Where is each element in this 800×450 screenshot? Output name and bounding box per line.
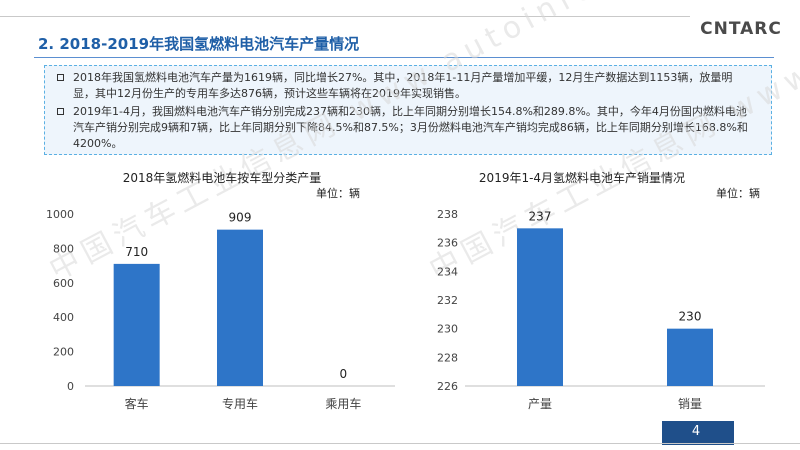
- x-tick-label: 产量: [528, 397, 552, 411]
- y-tick-label: 400: [53, 311, 74, 324]
- data-label: 909: [229, 211, 252, 225]
- bar: [517, 228, 563, 386]
- y-tick-label: 234: [437, 265, 458, 278]
- y-tick-label: 238: [437, 208, 458, 221]
- page-number: 4: [691, 424, 701, 439]
- x-tick-label: 乘用车: [325, 396, 361, 411]
- y-tick-label: 800: [53, 242, 74, 255]
- y-tick-label: 600: [53, 277, 74, 290]
- chart-unit-label: 单位：辆: [316, 186, 360, 200]
- bar: [113, 263, 160, 386]
- data-label: 710: [125, 245, 148, 259]
- y-tick-label: 236: [437, 237, 458, 250]
- title-divider: [34, 57, 774, 58]
- bar: [217, 229, 263, 386]
- y-tick-label: 200: [53, 346, 74, 359]
- section-title: 2. 2018-2019年我国氢燃料电池汽车产量情况: [38, 35, 360, 53]
- y-tick-label: 226: [437, 380, 458, 393]
- data-label: 230: [679, 310, 702, 324]
- cntarc-logo: CNTARC: [700, 19, 782, 39]
- y-tick-label: 228: [437, 351, 458, 364]
- summary-bullet-text: 2018年我国氢燃料电池汽车产量为1619辆，同比增长27%。其中，2018年1…: [73, 71, 733, 100]
- y-tick-label: 230: [437, 323, 458, 336]
- y-tick-label: 232: [437, 294, 458, 307]
- chart-title: 2018年氢燃料电池车按车型分类产量: [123, 170, 322, 185]
- square-bullet-icon: [57, 74, 64, 81]
- data-label: 237: [529, 209, 552, 223]
- x-tick-label: 客车: [125, 396, 149, 411]
- page-number-badge: [662, 421, 734, 445]
- square-bullet-icon: [57, 108, 64, 115]
- bar: [667, 328, 713, 386]
- y-tick-label: 0: [67, 380, 74, 393]
- x-tick-label: 销量: [678, 397, 702, 411]
- bottom-divider: [0, 443, 800, 444]
- summary-bullet-text: 2019年1-4月，我国燃料电池汽车产销分别完成237辆和230辆，比上年同期分…: [73, 105, 748, 150]
- chart-unit-label: 单位：辆: [716, 186, 760, 200]
- x-tick-label: 专用车: [222, 396, 258, 411]
- data-label: 0: [340, 367, 348, 381]
- chart-title: 2019年1-4月氢燃料电池车产销量情况: [479, 170, 685, 185]
- y-tick-label: 1000: [46, 208, 74, 221]
- top-divider: [0, 16, 690, 17]
- summary-box: 2018年我国氢燃料电池汽车产量为1619辆，同比增长27%。其中，2018年1…: [44, 65, 772, 155]
